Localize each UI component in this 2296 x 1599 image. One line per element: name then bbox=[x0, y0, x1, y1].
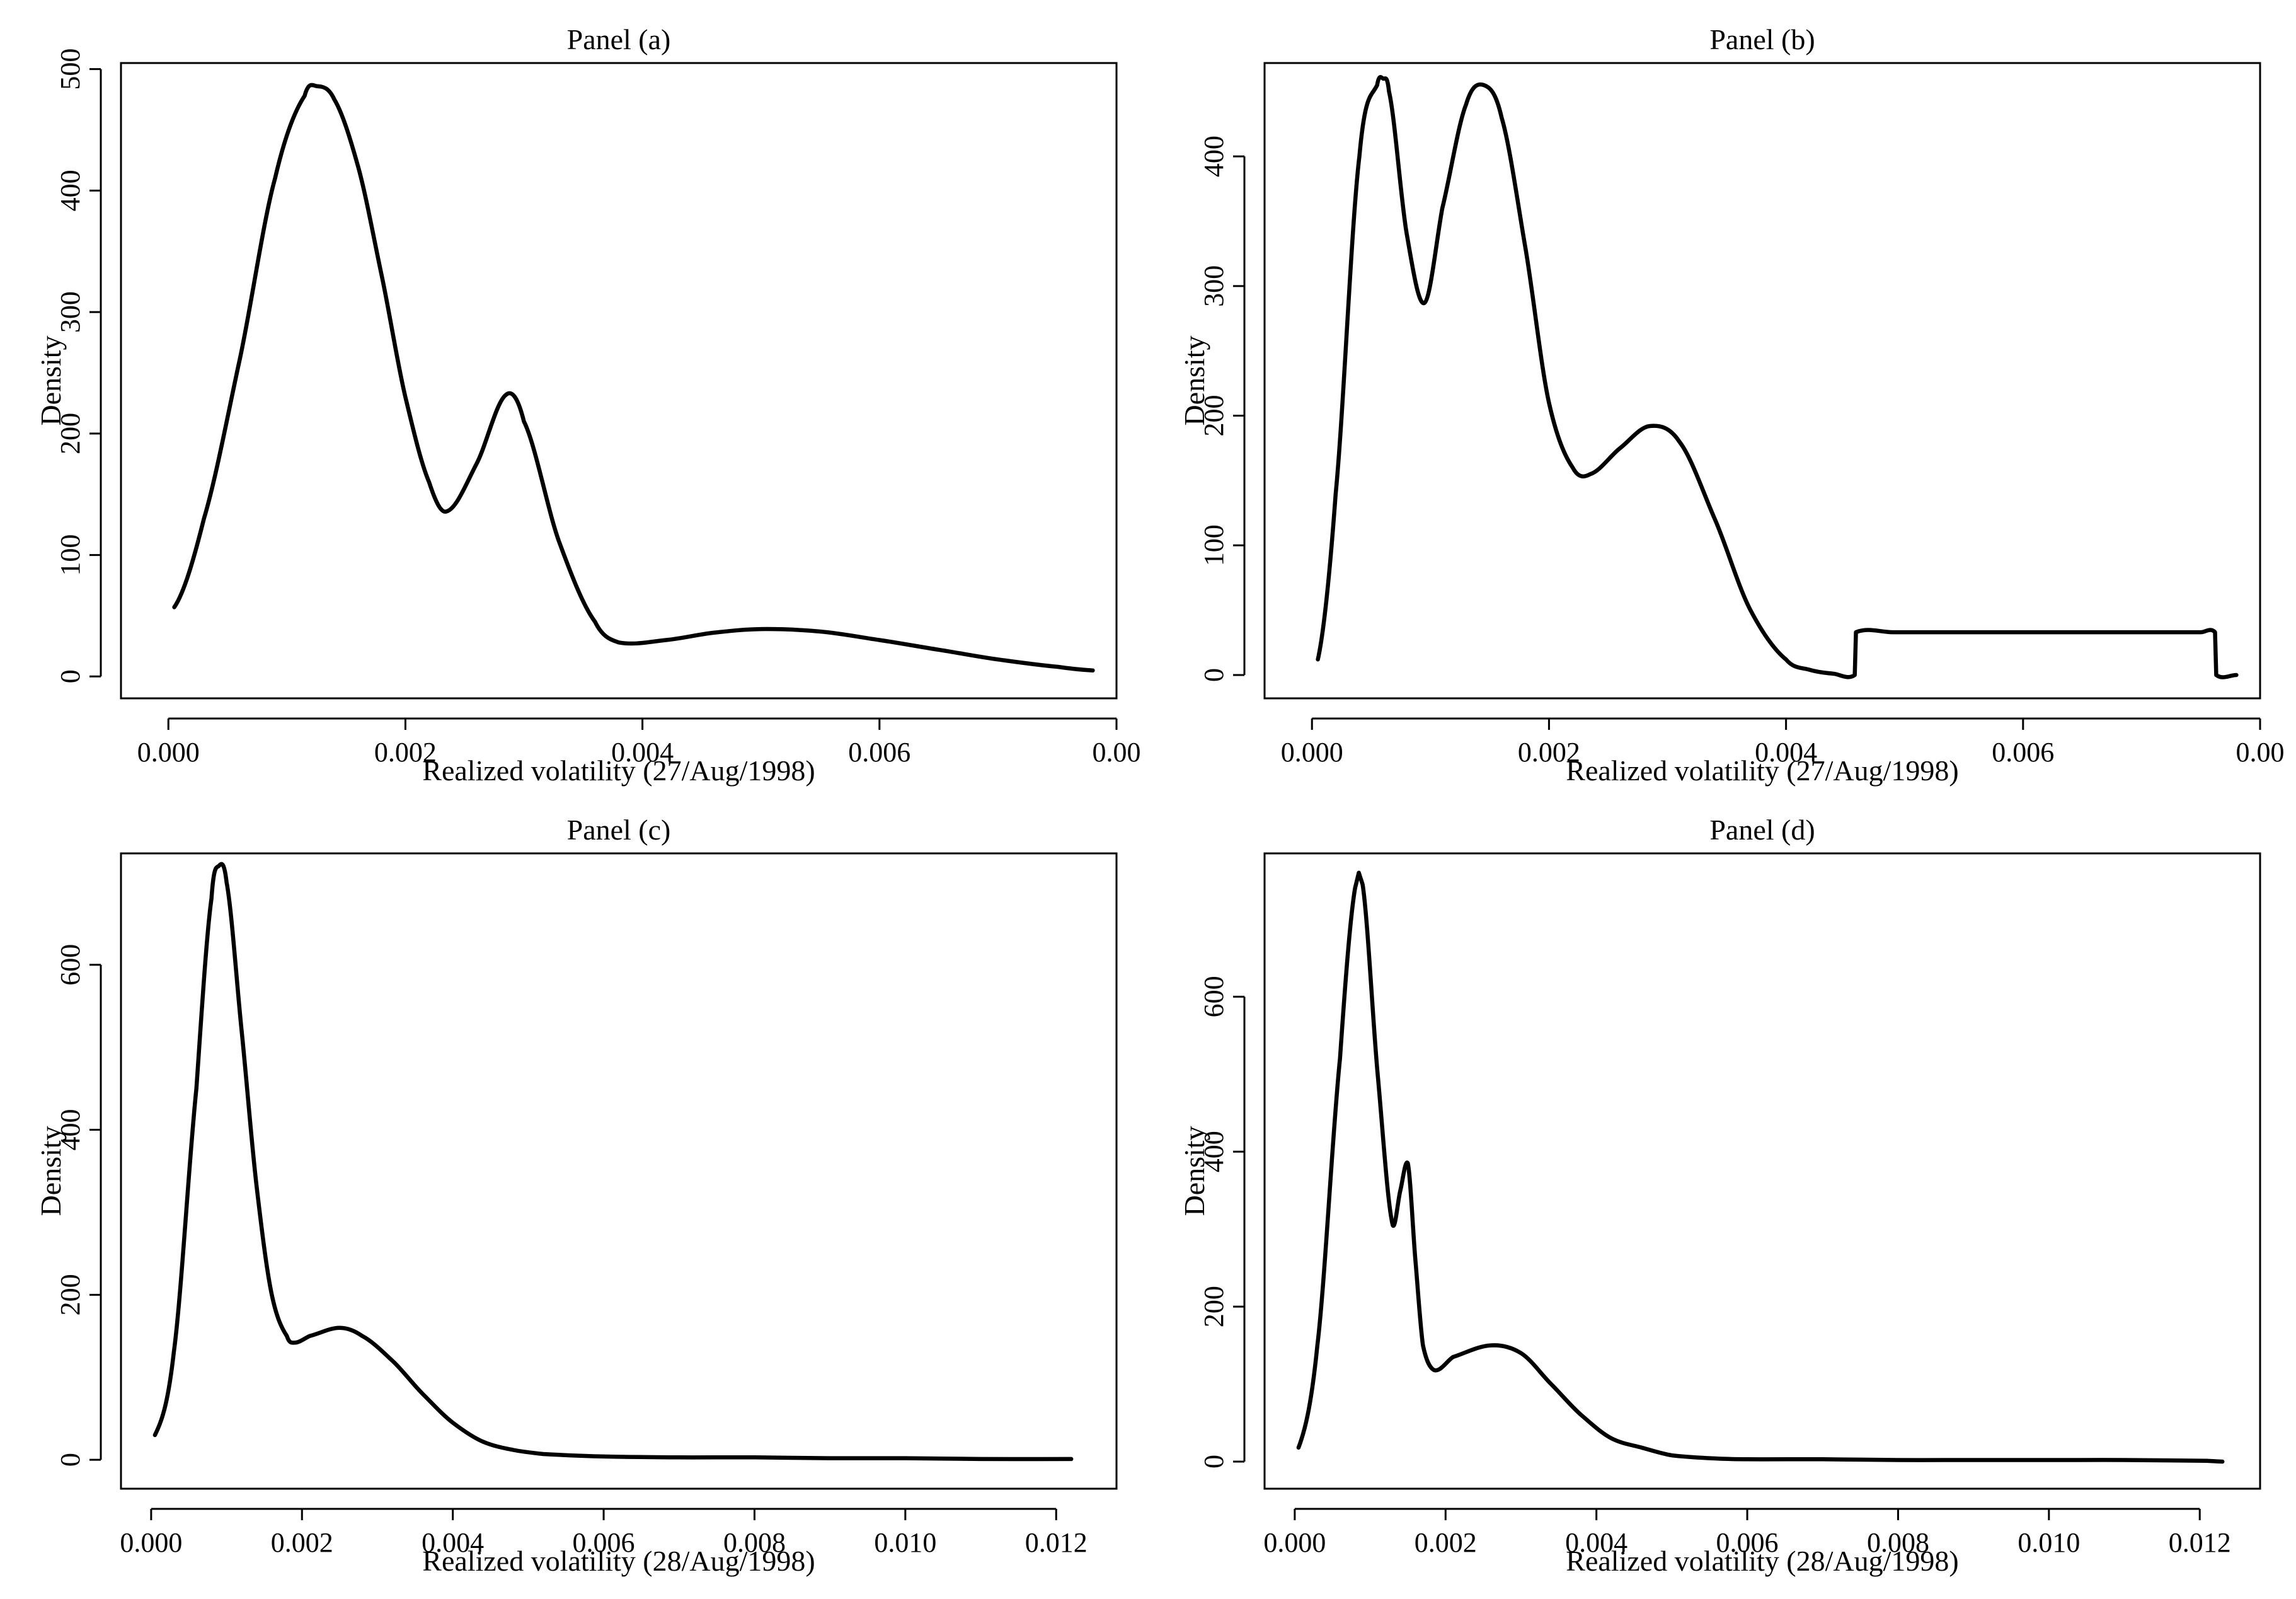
x-tick-label: 0.010 bbox=[874, 1527, 936, 1558]
y-tick-label: 0 bbox=[1198, 668, 1229, 682]
y-axis-label: Density bbox=[35, 1126, 67, 1216]
y-tick-labels: 0 100 200 300 400 bbox=[1198, 136, 1229, 682]
x-tick-label: 0.004 bbox=[422, 1527, 484, 1558]
x-tick-label: 0.006 bbox=[848, 737, 910, 768]
panel-c: Panel (c) 0.000 0.002 0.004 0.006 0.008 0.010… bbox=[35, 814, 1118, 1577]
y-tick-label: 0 bbox=[55, 669, 86, 683]
x-axis bbox=[167, 717, 1118, 730]
panel-title: Panel (a) bbox=[567, 23, 671, 55]
y-tick-label: 400 bbox=[55, 1109, 86, 1151]
x-tick-label: 0.012 bbox=[2169, 1527, 2231, 1558]
x-tick-label: 0.002 bbox=[1415, 1527, 1477, 1558]
x-tick-labels: 0.000 0.002 0.004 0.006 0.00 bbox=[1281, 737, 2285, 768]
y-tick-labels: 0 200 400 600 bbox=[55, 944, 86, 1467]
y-tick-label: 400 bbox=[1198, 1131, 1229, 1172]
x-tick-label: 0.006 bbox=[573, 1527, 635, 1558]
plot-frame bbox=[120, 852, 1118, 1490]
plot-frame bbox=[1263, 62, 2261, 700]
panel-title: Panel (b) bbox=[1709, 23, 1815, 55]
y-axis-label: Density bbox=[1178, 1126, 1210, 1216]
density-curve bbox=[1316, 75, 2239, 679]
x-axis-label: Realized volatility (27/Aug/1998) bbox=[422, 754, 815, 787]
x-axis-label: Realized volatility (28/Aug/1998) bbox=[1566, 1545, 1958, 1577]
y-tick-label: 200 bbox=[1198, 1286, 1229, 1327]
plot-frame bbox=[120, 62, 1118, 700]
y-tick-label: 200 bbox=[1198, 395, 1229, 437]
density-curve bbox=[172, 83, 1095, 673]
y-tick-label: 300 bbox=[55, 291, 86, 333]
x-tick-label: 0.004 bbox=[1755, 737, 1817, 768]
x-axis bbox=[1294, 1508, 2201, 1520]
y-tick-label: 400 bbox=[1198, 136, 1229, 177]
x-axis-label: Realized volatility (27/Aug/1998) bbox=[1566, 754, 1958, 787]
y-tick-label: 200 bbox=[55, 413, 86, 454]
y-axis-label: Density bbox=[1178, 335, 1210, 425]
plot-frame bbox=[1263, 852, 2261, 1490]
x-tick-label: 0.002 bbox=[271, 1527, 333, 1558]
y-tick-label: 200 bbox=[55, 1274, 86, 1315]
x-axis bbox=[150, 1508, 1057, 1520]
density-curve bbox=[1296, 870, 2225, 1464]
x-tick-label: 0.008 bbox=[723, 1527, 786, 1558]
panel-b: Panel (b) 0.000 0.002 0.004 0.006 0.00 0 100 2… bbox=[1178, 23, 2285, 787]
x-tick-label: 0.004 bbox=[1565, 1527, 1627, 1558]
y-tick-label: 0 bbox=[55, 1453, 86, 1467]
y-axis-label: Density bbox=[35, 335, 67, 425]
y-tick-label: 600 bbox=[55, 944, 86, 986]
density-curve bbox=[152, 862, 1074, 1462]
x-tick-label: 0.00 bbox=[1093, 737, 1141, 768]
x-tick-labels: 0.000 0.002 0.004 0.006 0.008 0.010 0.012 bbox=[120, 1527, 1087, 1558]
x-tick-label: 0.000 bbox=[120, 1527, 182, 1558]
x-axis-label: Realized volatility (28/Aug/1998) bbox=[422, 1545, 815, 1577]
x-tick-label: 0.010 bbox=[2018, 1527, 2080, 1558]
x-tick-label: 0.000 bbox=[1281, 737, 1343, 768]
panel-title: Panel (c) bbox=[567, 814, 671, 846]
x-tick-label: 0.00 bbox=[2236, 737, 2285, 768]
y-tick-label: 100 bbox=[1198, 524, 1229, 566]
panel-d: Panel (d) 0.000 0.002 0.004 0.006 0.008 0.010… bbox=[1178, 814, 2261, 1577]
y-axis bbox=[89, 964, 102, 1461]
x-tick-labels: 0.000 0.002 0.004 0.006 0.00 bbox=[137, 737, 1141, 768]
y-axis bbox=[1233, 155, 1246, 676]
y-tick-label: 100 bbox=[55, 534, 86, 576]
x-tick-label: 0.006 bbox=[1992, 737, 2054, 768]
y-axis bbox=[89, 68, 102, 678]
panel-a: Panel (a) 0.000 0.002 0.004 0.006 0.00 0 100 2… bbox=[35, 23, 1141, 787]
y-axis bbox=[1233, 995, 1246, 1463]
x-tick-label: 0.002 bbox=[1518, 737, 1580, 768]
x-tick-label: 0.002 bbox=[374, 737, 437, 768]
y-tick-label: 300 bbox=[1198, 265, 1229, 307]
x-tick-labels: 0.000 0.002 0.004 0.006 0.008 0.010 0.012 bbox=[1263, 1527, 2230, 1558]
x-axis bbox=[1311, 717, 2261, 730]
y-tick-labels: 0 200 400 600 bbox=[1198, 976, 1229, 1469]
y-tick-labels: 0 100 200 300 400 500 bbox=[55, 49, 86, 684]
y-tick-label: 600 bbox=[1198, 976, 1229, 1017]
x-tick-label: 0.000 bbox=[1263, 1527, 1326, 1558]
x-tick-label: 0.012 bbox=[1025, 1527, 1088, 1558]
x-tick-label: 0.006 bbox=[1716, 1527, 1779, 1558]
x-tick-label: 0.004 bbox=[611, 737, 674, 768]
panel-title: Panel (d) bbox=[1709, 814, 1815, 846]
y-tick-label: 0 bbox=[1198, 1455, 1229, 1469]
y-tick-label: 500 bbox=[55, 49, 86, 90]
y-tick-label: 400 bbox=[55, 170, 86, 211]
x-tick-label: 0.000 bbox=[137, 737, 200, 768]
x-tick-label: 0.008 bbox=[1867, 1527, 1929, 1558]
